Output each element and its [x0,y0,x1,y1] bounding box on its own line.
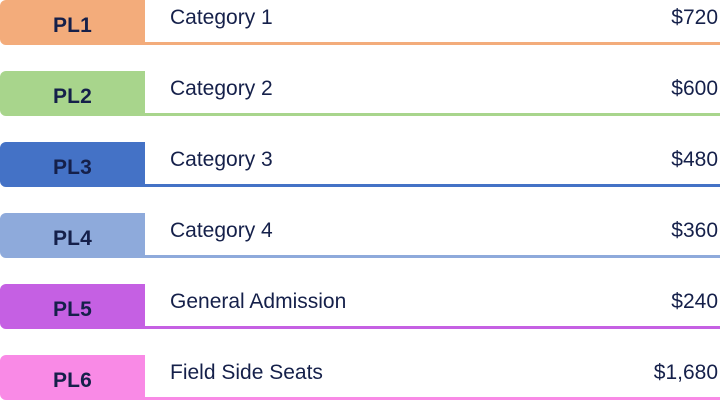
price-row-pl2[interactable]: PL2 Category 2 $600 [0,71,720,117]
row-underline [145,326,720,329]
price-level-code: PL5 [52,297,93,321]
row-underline [145,255,720,258]
row-underline [145,113,720,116]
price-level-badge: PL5 [0,284,145,329]
category-price: $360 [671,219,718,242]
category-name: General Admission [170,290,347,313]
category-price: $600 [671,77,718,100]
category-name: Category 2 [170,77,273,100]
price-row-pl1[interactable]: PL1 Category 1 $720 [0,0,720,46]
price-row-pl3[interactable]: PL3 Category 3 $480 [0,142,720,188]
row-underline [145,184,720,187]
price-row-pl6[interactable]: PL6 Field Side Seats $1,680 [0,355,720,401]
row-underline [145,397,720,400]
category-price: $720 [671,6,718,29]
price-level-code: PL6 [52,368,93,392]
category-price: $480 [671,148,718,171]
category-price: $240 [671,290,718,313]
price-level-code: PL2 [52,84,93,108]
price-level-badge: PL2 [0,71,145,116]
price-row-pl5[interactable]: PL5 General Admission $240 [0,284,720,330]
category-name: Category 1 [170,6,273,29]
price-level-code: PL3 [52,155,93,179]
price-level-badge: PL6 [0,355,145,400]
price-level-code: PL1 [52,13,93,37]
price-level-code: PL4 [52,226,93,250]
row-underline [145,42,720,45]
price-level-badge: PL1 [0,0,145,45]
price-level-badge: PL3 [0,142,145,187]
category-name: Category 4 [170,219,273,242]
category-price: $1,680 [653,361,718,384]
category-name: Category 3 [170,148,273,171]
price-row-pl4[interactable]: PL4 Category 4 $360 [0,213,720,259]
category-name: Field Side Seats [170,361,323,384]
price-level-badge: PL4 [0,213,145,258]
